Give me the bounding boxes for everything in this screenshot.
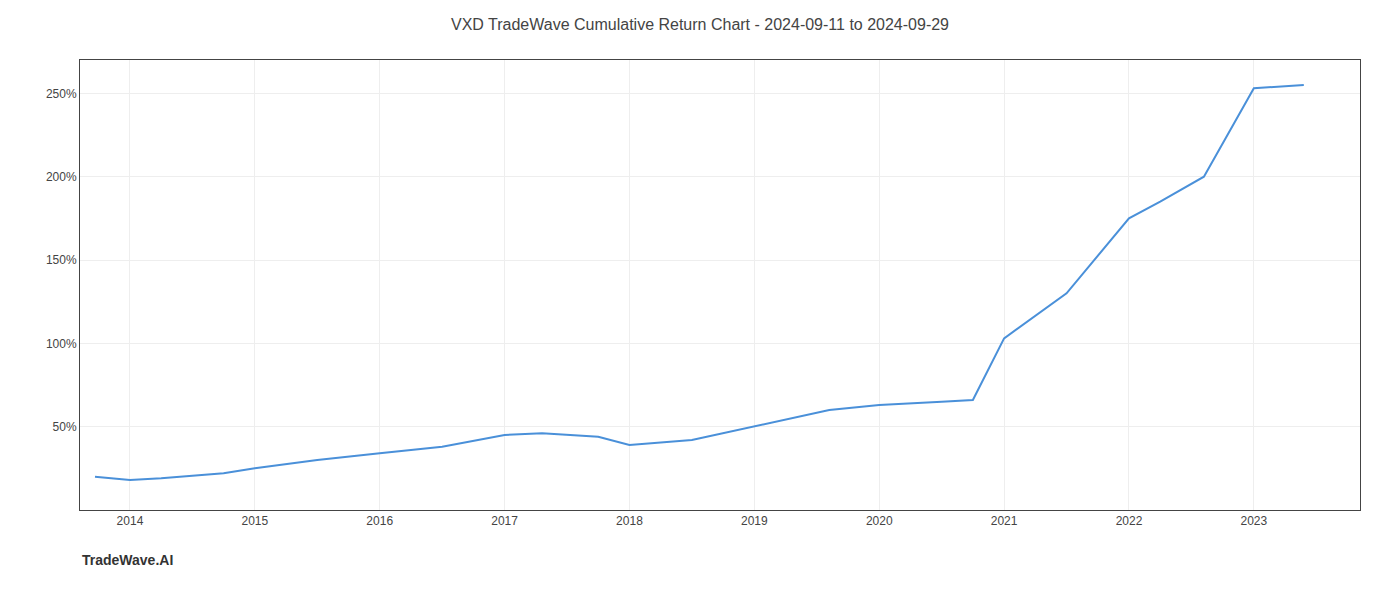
svg-text:2023: 2023 [1240, 514, 1267, 528]
svg-text:150%: 150% [46, 253, 77, 267]
svg-text:2016: 2016 [366, 514, 393, 528]
svg-text:50%: 50% [53, 420, 77, 434]
svg-text:TradeWave.AI: TradeWave.AI [82, 552, 173, 568]
svg-text:100%: 100% [46, 337, 77, 351]
svg-text:2020: 2020 [866, 514, 893, 528]
svg-text:2018: 2018 [616, 514, 643, 528]
svg-text:2017: 2017 [491, 514, 518, 528]
svg-text:2021: 2021 [991, 514, 1018, 528]
svg-text:200%: 200% [46, 170, 77, 184]
svg-text:250%: 250% [46, 87, 77, 101]
svg-text:2014: 2014 [117, 514, 144, 528]
svg-text:2015: 2015 [241, 514, 268, 528]
svg-text:2019: 2019 [741, 514, 768, 528]
svg-text:VXD TradeWave Cumulative Retur: VXD TradeWave Cumulative Return Chart - … [451, 16, 949, 33]
svg-text:2022: 2022 [1116, 514, 1143, 528]
